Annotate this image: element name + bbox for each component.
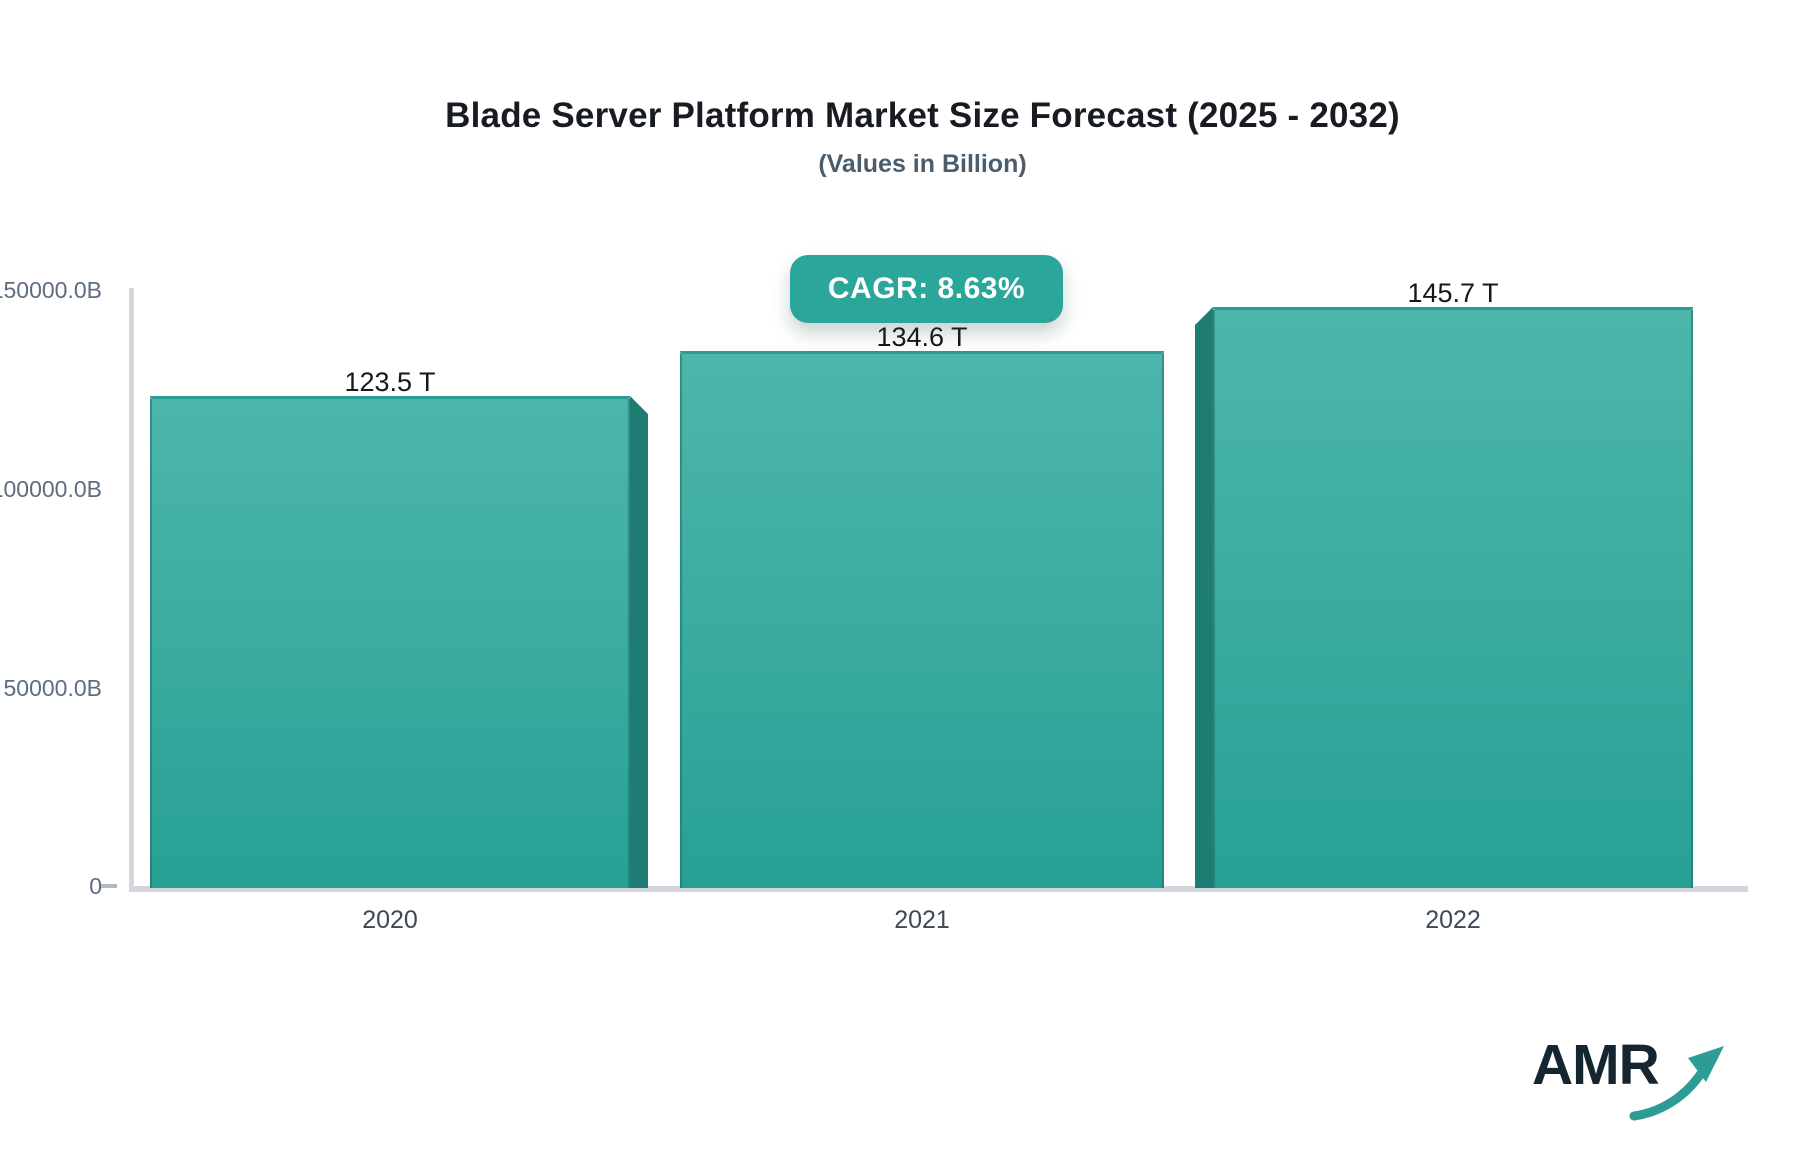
chart-title: Blade Server Platform Market Size Foreca…: [445, 96, 1400, 135]
cagr-badge-label: CAGR: 8.63%: [827, 272, 1026, 305]
bar-3d-side: [630, 396, 648, 888]
bar-value-label: 145.7 T: [1407, 278, 1499, 308]
bar-3d-side: [1195, 307, 1213, 888]
bar-value-label: 123.5 T: [344, 367, 436, 397]
zero-tick-mark: [101, 884, 117, 888]
bar-value-label: 134.6 T: [876, 322, 968, 352]
x-axis-line: [129, 886, 1748, 892]
y-axis-line: [129, 288, 134, 892]
bar-2020: 123.5 T: [150, 367, 630, 888]
y-tick-label: 150000.0B: [0, 277, 102, 303]
chart-subtitle: (Values in Billion): [818, 150, 1027, 178]
cagr-badge: CAGR: 8.63%: [790, 255, 1063, 323]
amr-logo: AMR: [1532, 1028, 1762, 1138]
y-tick-label: 50000.0B: [3, 675, 102, 701]
x-tick-label-2022: 2022: [1425, 906, 1481, 934]
y-tick-label: 0: [89, 873, 102, 899]
bar-2022: 145.7 T: [1213, 278, 1693, 888]
trend-arrow-icon: [1629, 1046, 1724, 1121]
x-tick-label-2021: 2021: [894, 906, 950, 934]
y-tick-label: 100000.0B: [0, 476, 102, 502]
amr-logo-text: AMR: [1532, 1033, 1660, 1097]
bar-2021: 134.6 T: [680, 322, 1164, 888]
x-tick-label-2020: 2020: [362, 906, 418, 934]
